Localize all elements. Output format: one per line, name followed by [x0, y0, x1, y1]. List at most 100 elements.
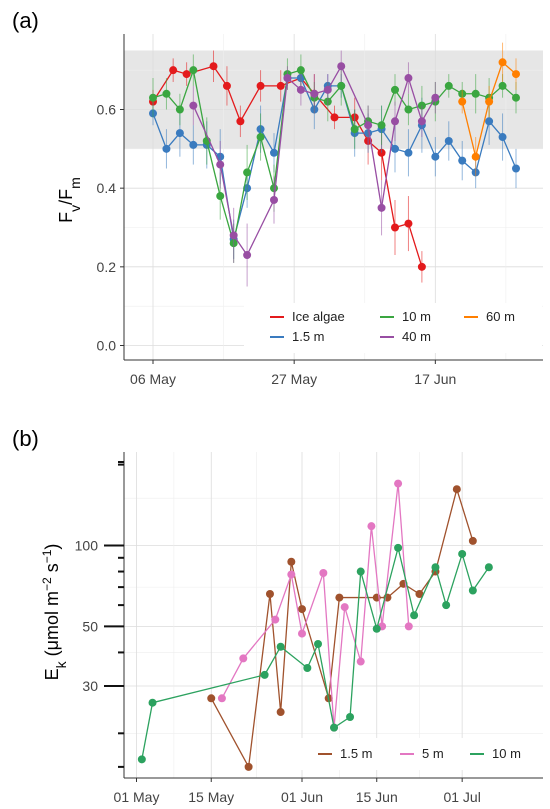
legend-background: [294, 738, 540, 770]
x-tick-label: 15 Jun: [356, 789, 398, 805]
data-point: [346, 713, 355, 722]
data-point: [265, 589, 274, 598]
data-point: [394, 543, 403, 552]
y-axis-title-part: E: [42, 668, 62, 680]
data-point: [243, 168, 252, 177]
legend-label: 40 m: [402, 329, 431, 344]
data-point: [271, 615, 280, 624]
x-tick-label: 01 May: [114, 789, 160, 805]
y-tick-label: 0.0: [97, 338, 117, 354]
panel-b-plot: 30 50 100 01 May 15 May 01 Jun 15 Jun 01 Jul Ek …: [40, 452, 543, 805]
data-point: [404, 219, 413, 228]
data-point: [498, 133, 507, 142]
data-point: [431, 152, 440, 161]
data-point: [415, 589, 424, 598]
legend-label: 1.5 m: [292, 329, 325, 344]
data-point: [404, 74, 413, 83]
data-point: [350, 125, 359, 134]
data-point: [296, 66, 305, 75]
data-point: [236, 117, 245, 126]
data-point: [162, 89, 171, 98]
data-point: [287, 570, 296, 579]
data-point: [367, 522, 376, 531]
y-axis-title-part: −1: [40, 549, 54, 563]
data-point: [270, 148, 278, 157]
legend-label: Ice algae: [292, 309, 345, 324]
data-point: [239, 654, 248, 663]
data-point: [410, 611, 419, 620]
data-point: [182, 70, 191, 79]
data-point: [207, 694, 216, 703]
data-point: [471, 89, 480, 98]
data-point: [149, 93, 157, 102]
data-point: [216, 192, 225, 201]
y-tick-label: 0.4: [97, 180, 117, 196]
data-point: [222, 81, 231, 90]
data-point: [417, 117, 426, 126]
data-point: [485, 117, 494, 126]
legend-b: 1.5 m 5 m 10 m: [294, 738, 540, 770]
data-point: [337, 81, 346, 90]
x-tick-label: 06 May: [130, 371, 176, 387]
y-axis-title-part: v: [67, 205, 83, 212]
data-point: [137, 755, 146, 764]
legend-label: 1.5 m: [340, 746, 373, 761]
data-point: [404, 622, 413, 631]
data-point: [148, 698, 157, 707]
y-axis-title-part: /F: [56, 189, 76, 205]
legend-background: [244, 303, 542, 353]
data-point: [364, 121, 373, 130]
y-tick-label: 30: [82, 678, 98, 694]
data-point: [404, 148, 413, 157]
series-line: [192, 64, 436, 257]
legend-label: 60 m: [486, 309, 515, 324]
y-axis-title: Fv/Fm: [56, 177, 83, 223]
data-point: [337, 62, 346, 71]
data-point: [431, 563, 440, 572]
data-point: [377, 203, 386, 212]
y-axis-title-part: −2: [40, 577, 54, 591]
data-point: [323, 85, 332, 94]
data-point: [217, 694, 226, 703]
data-point: [298, 629, 306, 638]
data-point: [377, 121, 386, 130]
panel-label-b: (b): [12, 426, 39, 451]
y-tick-label: 100: [75, 538, 99, 554]
data-point: [356, 567, 365, 576]
data-point: [394, 479, 403, 488]
y-axis-title-part: s: [42, 563, 62, 577]
data-point: [498, 58, 507, 67]
data-point: [256, 81, 265, 90]
data-point: [512, 93, 520, 102]
data-point: [444, 81, 453, 90]
data-point: [391, 223, 399, 232]
data-point: [216, 160, 225, 169]
data-point: [458, 156, 467, 165]
data-point: [260, 670, 269, 679]
data-point: [391, 144, 399, 153]
y-tick-label: 50: [82, 618, 98, 634]
legend-label: 10 m: [492, 746, 521, 761]
data-point: [162, 144, 171, 153]
x-tick-label: 17 Jun: [414, 371, 456, 387]
data-point: [256, 133, 265, 142]
data-point: [444, 136, 453, 145]
series-60-m: [458, 42, 520, 177]
data-point: [276, 708, 285, 717]
data-point: [296, 85, 305, 94]
y-axis-title-part: ): [42, 544, 62, 550]
y-axis-title-part: m: [67, 177, 83, 189]
series-40-m: [189, 50, 440, 287]
data-point: [485, 97, 494, 106]
data-point: [391, 117, 399, 126]
data-point: [209, 62, 218, 71]
data-point: [243, 251, 252, 260]
data-point: [484, 563, 493, 572]
data-point: [498, 81, 507, 90]
data-point: [330, 113, 339, 122]
x-tick-label: 01 Jun: [281, 789, 323, 805]
y-axis-title-part: F: [56, 212, 76, 223]
data-point: [468, 586, 477, 595]
data-point: [417, 262, 426, 271]
